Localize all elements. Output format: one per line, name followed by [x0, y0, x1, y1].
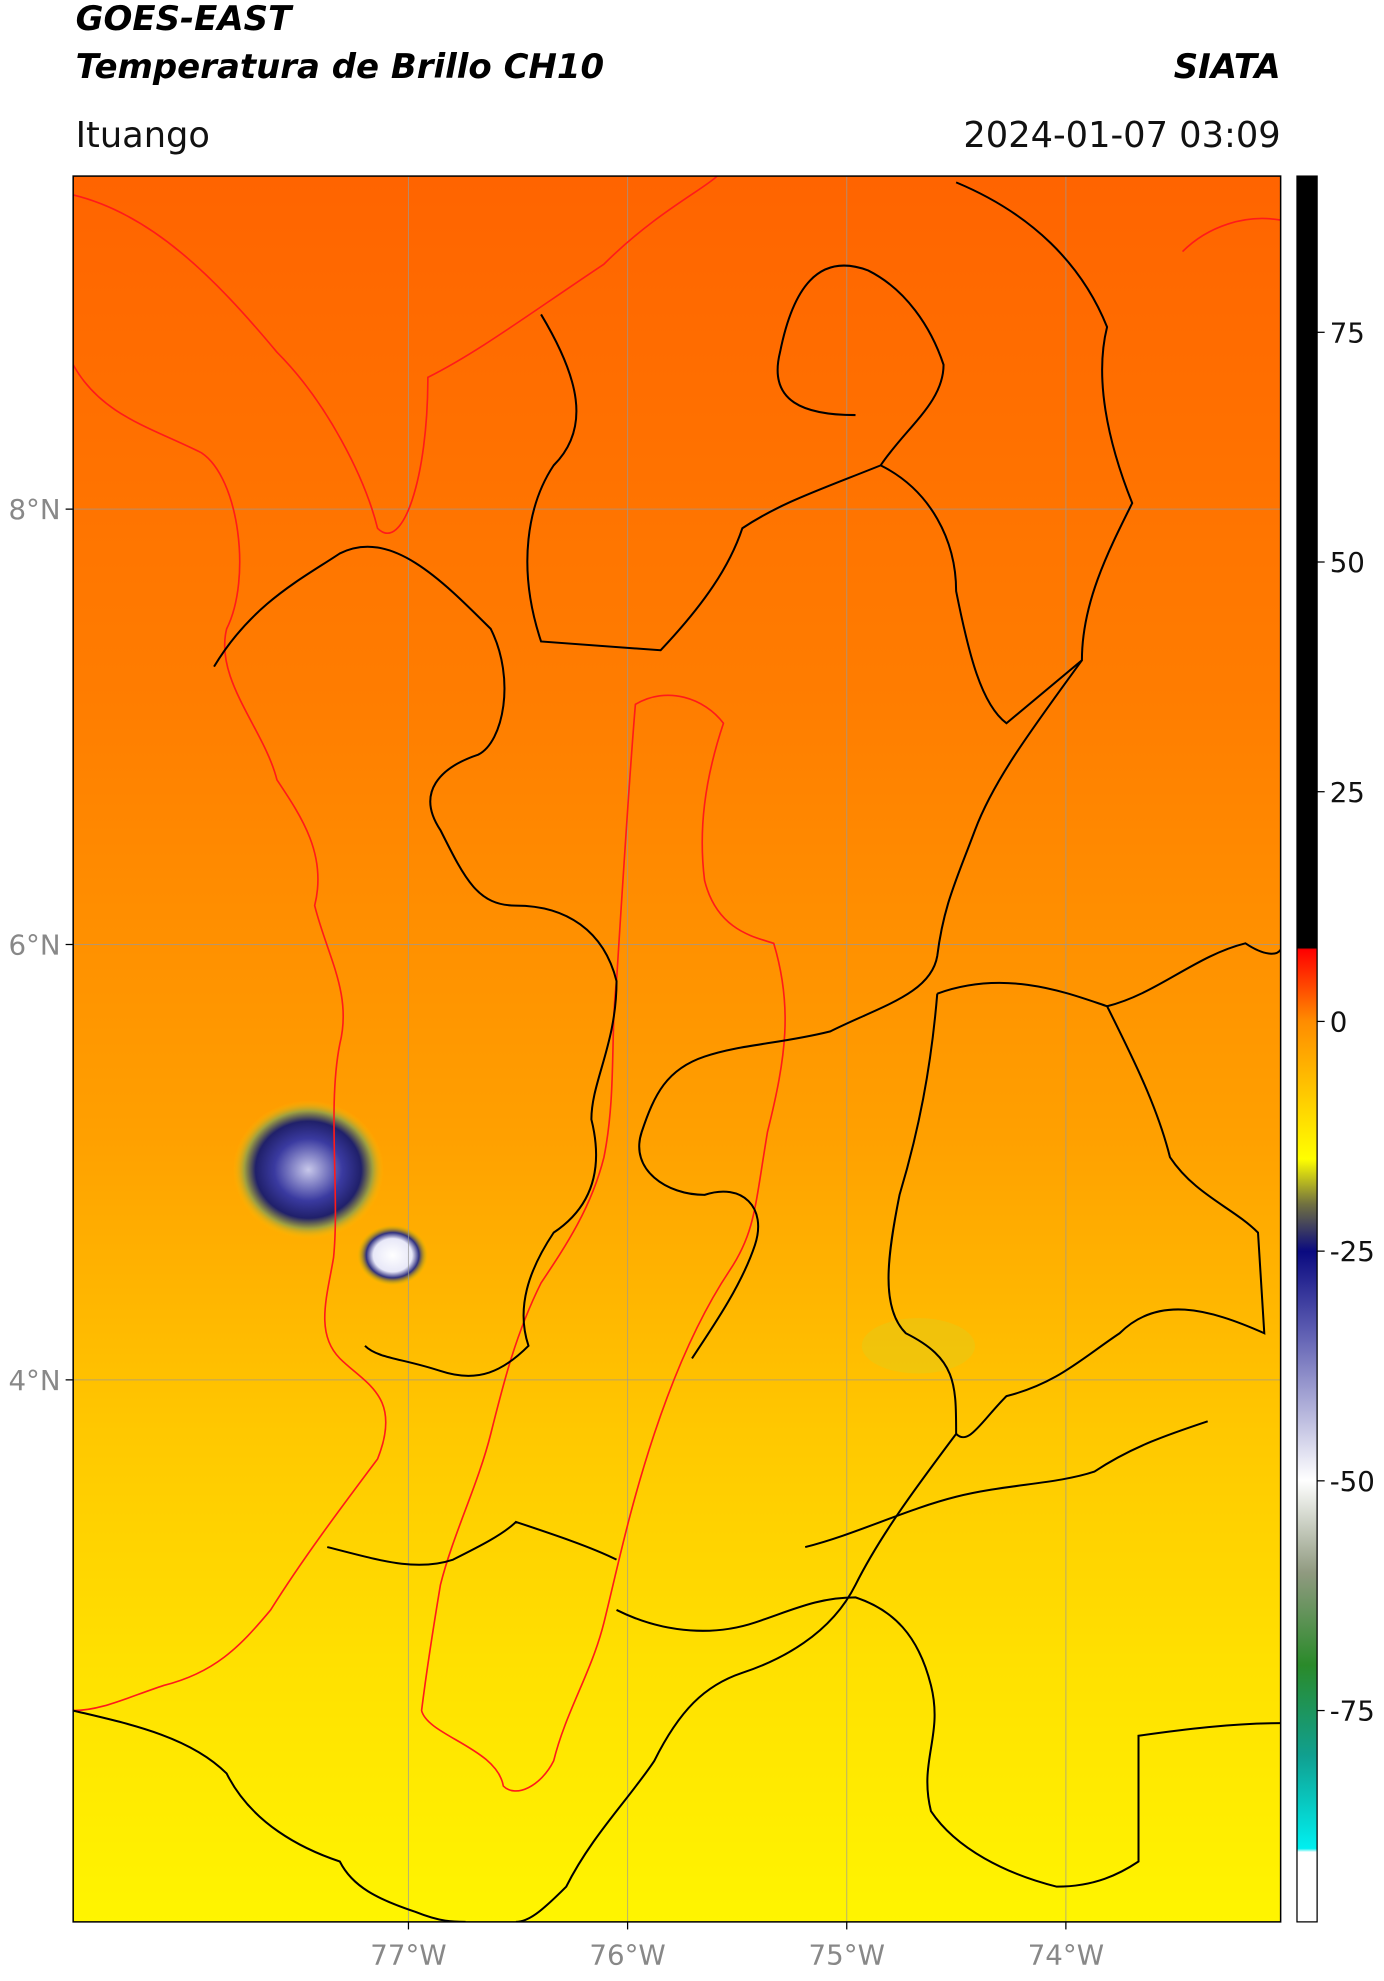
colorbar-tick-label: -25: [1330, 1235, 1375, 1268]
lon-tick-label: 77°W: [370, 1939, 446, 1972]
border: [638, 659, 1083, 1359]
datetime: 2024-01-07 03:09: [963, 115, 1280, 156]
coastline: [73, 364, 387, 1712]
title: GOES-EAST: [76, 0, 294, 39]
colorbar-tick-label: 25: [1330, 776, 1365, 809]
colorbar-tick-label: 75: [1330, 316, 1365, 349]
border: [526, 181, 1134, 725]
border: [616, 1596, 1281, 1888]
lon-tick-label: 74°W: [1028, 1939, 1104, 1972]
coastline: [1181, 217, 1281, 253]
lon-tick-label: 75°W: [809, 1939, 885, 1972]
colorbar-ticks: 75 50 25 0 -25 -50 -75: [1317, 316, 1375, 1728]
lat-tick-label: 8°N: [8, 493, 60, 526]
border: [936, 942, 1281, 1008]
lat-tick-label: 4°N: [8, 1364, 60, 1397]
border: [955, 1005, 1266, 1439]
source: SIATA: [1174, 47, 1281, 87]
colorbar-tick-label: -50: [1330, 1465, 1375, 1498]
colorbar-tick-label: 50: [1330, 546, 1365, 579]
map-background: [73, 176, 1281, 1922]
border: [776, 264, 945, 466]
colorbar-tick-label: 0: [1330, 1005, 1348, 1038]
antioquia-boundary: [420, 694, 786, 1792]
coastline: [73, 176, 718, 534]
border: [515, 993, 958, 1922]
lat-tick-label: 6°N: [8, 929, 60, 962]
subtitle: Temperatura de Brillo CH10: [76, 47, 604, 87]
cloud: [232, 1100, 384, 1239]
colorbar: [1296, 175, 1318, 1923]
cloud-patch: [861, 1318, 975, 1374]
cloud: [357, 1225, 428, 1286]
border: [73, 1709, 466, 1922]
map: [73, 176, 1281, 1922]
border: [327, 1520, 617, 1566]
lon-tick-label: 76°W: [589, 1939, 665, 1972]
border: [213, 545, 618, 1377]
colorbar-tick-label: -75: [1330, 1695, 1375, 1728]
border: [804, 1420, 1209, 1549]
map-frame: [72, 175, 1282, 1923]
location: Ituango: [76, 115, 210, 156]
grid: [73, 176, 1281, 1922]
axes: 8°N 6°N 4°N 77°W 76°W 75°W 74°W: [8, 493, 1104, 1971]
